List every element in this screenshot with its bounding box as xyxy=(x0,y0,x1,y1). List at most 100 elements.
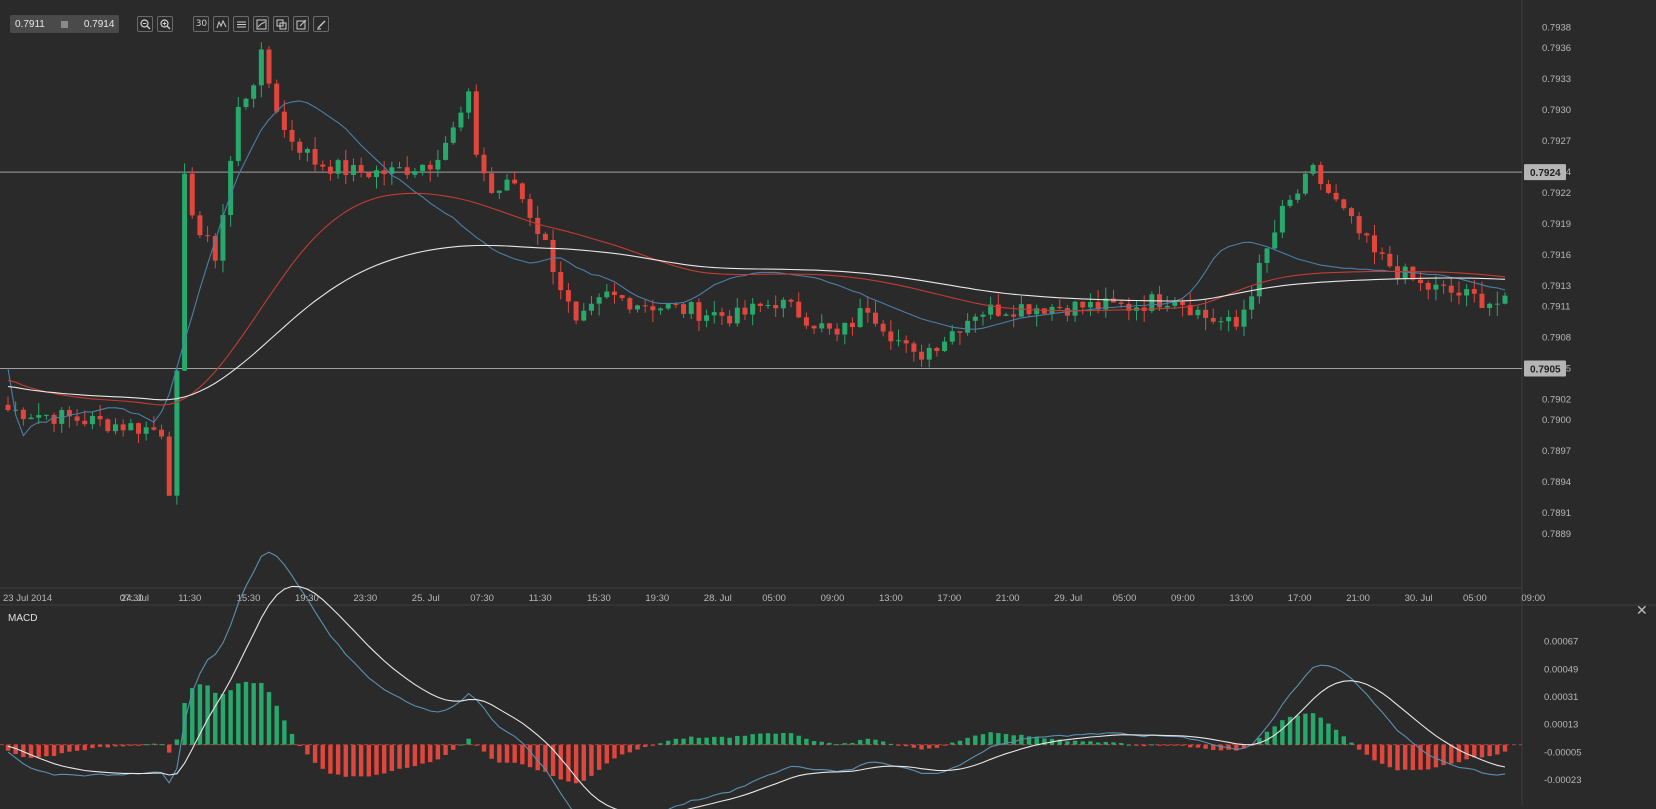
price-tick-label: 0.7933 xyxy=(1542,74,1571,85)
draw-icon[interactable] xyxy=(313,16,330,32)
candle-body xyxy=(1226,317,1232,322)
candle-body xyxy=(373,170,379,178)
time-tick-label: 13:00 xyxy=(879,593,903,604)
candle-body xyxy=(658,308,664,311)
macd-histogram-bar xyxy=(1479,744,1485,758)
bid-price: 0.7911 xyxy=(15,18,45,30)
timeframe-30-icon[interactable]: 30 xyxy=(193,16,210,32)
macd-histogram-bar xyxy=(1287,716,1293,745)
macd-histogram-bar xyxy=(689,736,694,745)
macd-histogram-bar xyxy=(282,720,287,745)
candle-body xyxy=(335,160,341,174)
candle-body xyxy=(197,215,203,236)
candle-body xyxy=(1126,303,1132,311)
candle-body xyxy=(1395,266,1401,279)
macd-histogram-bar xyxy=(236,683,241,745)
macd-histogram-bar xyxy=(1095,742,1101,745)
candle-body xyxy=(251,85,257,99)
macd-histogram-bar xyxy=(1088,741,1093,745)
macd-histogram-bar xyxy=(366,744,372,777)
time-tick-label: 19:30 xyxy=(645,593,669,604)
candle-body xyxy=(1172,302,1178,306)
edit-icon[interactable] xyxy=(293,16,310,32)
price-tick-label: 0.7891 xyxy=(1542,508,1571,519)
macd-histogram-bar xyxy=(996,733,1001,745)
candle-body xyxy=(519,183,525,200)
zoom-out-icon[interactable] xyxy=(137,16,154,32)
macd-histogram-bar xyxy=(1211,744,1216,750)
macd-histogram-bar xyxy=(1356,744,1362,750)
sma-long-line xyxy=(7,244,1506,401)
candle-body xyxy=(1356,216,1362,234)
candle-body xyxy=(496,190,502,193)
macd-histogram-bar xyxy=(113,744,118,747)
copy-icon[interactable] xyxy=(273,16,290,32)
macd-histogram-bar xyxy=(274,705,279,745)
macd-histogram-bar xyxy=(681,738,686,745)
macd-histogram-bar xyxy=(535,744,540,771)
macd-histogram-bar xyxy=(773,733,778,745)
candle-body xyxy=(742,307,748,315)
macd-histogram-bar xyxy=(167,744,172,753)
candle-body xyxy=(1003,314,1009,316)
candle-body xyxy=(128,423,134,431)
candle-body xyxy=(1364,233,1370,236)
candle-body xyxy=(1456,292,1462,296)
macd-histogram-bar xyxy=(573,744,579,784)
candle-body xyxy=(89,415,95,425)
candle-body xyxy=(596,297,602,304)
candle-body xyxy=(1095,302,1101,310)
candle-body xyxy=(289,129,295,142)
macd-histogram-bar xyxy=(305,744,310,755)
candle-body xyxy=(1325,184,1331,193)
candle-body xyxy=(327,166,333,174)
macd-histogram-bar xyxy=(1387,744,1393,768)
candle-body xyxy=(665,304,671,309)
candle-body xyxy=(228,160,234,216)
time-tick-label: 07:30 xyxy=(470,593,494,604)
macd-histogram-bar xyxy=(28,744,34,758)
candle-body xyxy=(1149,294,1155,311)
indicators-icon[interactable] xyxy=(213,16,230,32)
macd-histogram-bar xyxy=(466,738,471,745)
macd-histogram-bar xyxy=(474,744,479,746)
close-icon[interactable]: ✕ xyxy=(1636,603,1648,619)
chart-type-icon[interactable] xyxy=(253,16,270,32)
candle-body xyxy=(842,322,848,335)
candle-body xyxy=(1195,309,1201,316)
time-tick-label: 11:30 xyxy=(178,593,201,604)
macd-histogram-bar xyxy=(136,744,141,746)
macd-histogram-bar xyxy=(228,690,233,745)
macd-histogram-bar xyxy=(612,744,617,759)
zoom-in-icon[interactable] xyxy=(157,16,174,32)
candle-body xyxy=(1241,309,1247,327)
candle-body xyxy=(1371,235,1377,253)
candle-body xyxy=(527,199,533,218)
macd-histogram-bar xyxy=(1410,744,1416,771)
macd-histogram-bar xyxy=(174,739,180,745)
candle-body xyxy=(1256,262,1262,297)
macd-histogram-bar xyxy=(704,737,709,745)
macd-histogram-bar xyxy=(719,736,725,745)
candle-body xyxy=(404,167,410,175)
candle-body xyxy=(358,165,364,173)
macd-histogram-bar xyxy=(1057,739,1062,745)
time-tick-label: 09:00 xyxy=(1521,593,1545,604)
macd-histogram-bar xyxy=(520,744,525,765)
macd-histogram-bar xyxy=(957,740,963,745)
candle-body xyxy=(865,308,871,313)
macd-histogram-bar xyxy=(919,744,924,750)
settings-icon[interactable] xyxy=(233,16,250,32)
candle-body xyxy=(312,149,318,165)
candle-body xyxy=(159,429,165,437)
candle-body xyxy=(780,299,786,309)
macd-histogram-bar xyxy=(1141,744,1147,747)
quote-box[interactable]: 0.7911 0.7914 xyxy=(10,15,120,33)
macd-histogram-bar xyxy=(220,694,226,745)
time-tick-label: 05:00 xyxy=(762,593,786,604)
time-tick-label: 11:30 xyxy=(529,593,552,604)
macd-histogram-bar xyxy=(197,684,203,745)
macd-histogram-bar xyxy=(428,744,433,763)
